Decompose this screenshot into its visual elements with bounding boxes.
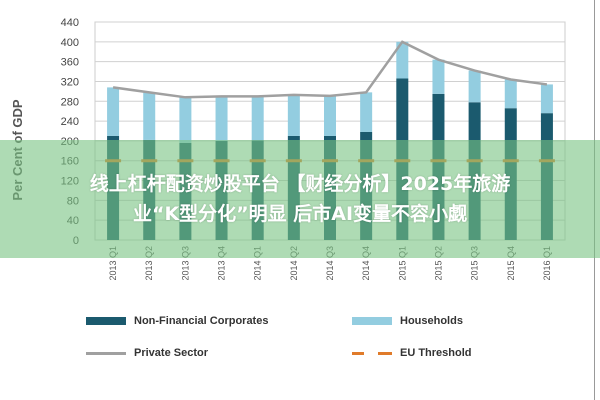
legend-swatch [86,317,126,325]
bar-households [215,96,228,141]
legend-swatch [352,351,392,355]
legend-households: Households [352,315,463,327]
bar-households [360,92,373,132]
y-tick-label: 440 [61,17,79,29]
y-tick-label: 240 [61,116,79,128]
x-tick-label: 2015 Q4 [506,246,516,281]
bar-households [504,79,517,109]
x-tick-label: 2014 Q2 [289,246,299,281]
x-tick-label: 2014 Q1 [253,246,263,281]
legend-non-financial: Non-Financial Corporates [86,315,268,327]
overlay-banner: 线上杠杆配资炒股平台 【财经分析】2025年旅游 业“K型分化”明显 后市AI变… [0,140,600,258]
x-tick-label: 2015 Q1 [397,246,407,281]
x-tick-label: 2013 Q3 [180,246,190,281]
bar-households [143,92,156,140]
y-tick-label: 360 [61,57,79,69]
bar-households [287,94,300,136]
x-tick-label: 2014 Q4 [361,246,371,281]
bar-households [251,96,264,141]
legend-swatch [352,317,392,325]
banner-line-1: 线上杠杆配资炒股平台 【财经分析】2025年旅游 [89,173,511,195]
bar-households [432,59,445,94]
y-tick-label: 320 [61,76,79,88]
bar-households [540,84,553,114]
bar-households [396,41,409,79]
x-tick-label: 2016 Q1 [542,246,552,281]
x-tick-label: 2013 Q4 [217,246,227,281]
x-tick-label: 2015 Q2 [433,246,443,281]
legend-label: Households [400,315,463,327]
bar-households [107,87,120,136]
y-tick-label: 280 [61,96,79,108]
legend-label: Private Sector [134,347,208,359]
x-tick-label: 2015 Q3 [470,246,480,281]
legend-label: EU Threshold [400,347,472,359]
bar-households [468,70,481,103]
x-tick-label: 2013 Q2 [144,246,154,281]
legend-eu-threshold: EU Threshold [352,347,472,359]
legend-label: Non-Financial Corporates [134,315,269,327]
banner-line-2: 业“K型分化”明显 后市AI变量不容小觑 [132,203,468,225]
x-tick-label: 2014 Q3 [325,246,335,281]
bar-households [324,95,336,136]
legend-swatch [86,351,126,355]
x-tick-label: 2013 Q1 [108,246,118,281]
y-tick-label: 400 [61,37,79,49]
legend-private-sector: Private Sector [86,347,208,359]
private-sector-line [112,40,548,99]
bar-households [179,97,192,143]
